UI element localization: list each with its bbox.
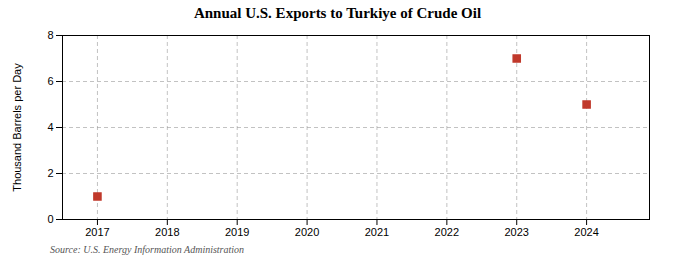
- svg-text:2019: 2019: [225, 226, 249, 238]
- svg-text:0: 0: [47, 213, 53, 225]
- svg-text:6: 6: [47, 75, 53, 87]
- html-text:Source: U.S. Energy Informatio: Source: U.S. Energy Information Administ…: [50, 244, 245, 255]
- svg-text:4: 4: [47, 121, 53, 133]
- svg-text:2: 2: [47, 167, 53, 179]
- svg-text:2017: 2017: [85, 226, 109, 238]
- svg-text:2018: 2018: [155, 226, 179, 238]
- svg-text:2022: 2022: [435, 226, 459, 238]
- svg-text:Thousand Barrels per Day: Thousand Barrels per Day: [11, 63, 23, 192]
- svg-text:2024: 2024: [574, 226, 598, 238]
- svg-text:2021: 2021: [365, 226, 389, 238]
- svg-text:2023: 2023: [504, 226, 528, 238]
- html-text:Annual U.S. Exports to Turkiye: Annual U.S. Exports to Turkiye of Crude …: [193, 5, 482, 21]
- svg-text:8: 8: [47, 29, 53, 41]
- svg-text:2020: 2020: [295, 226, 319, 238]
